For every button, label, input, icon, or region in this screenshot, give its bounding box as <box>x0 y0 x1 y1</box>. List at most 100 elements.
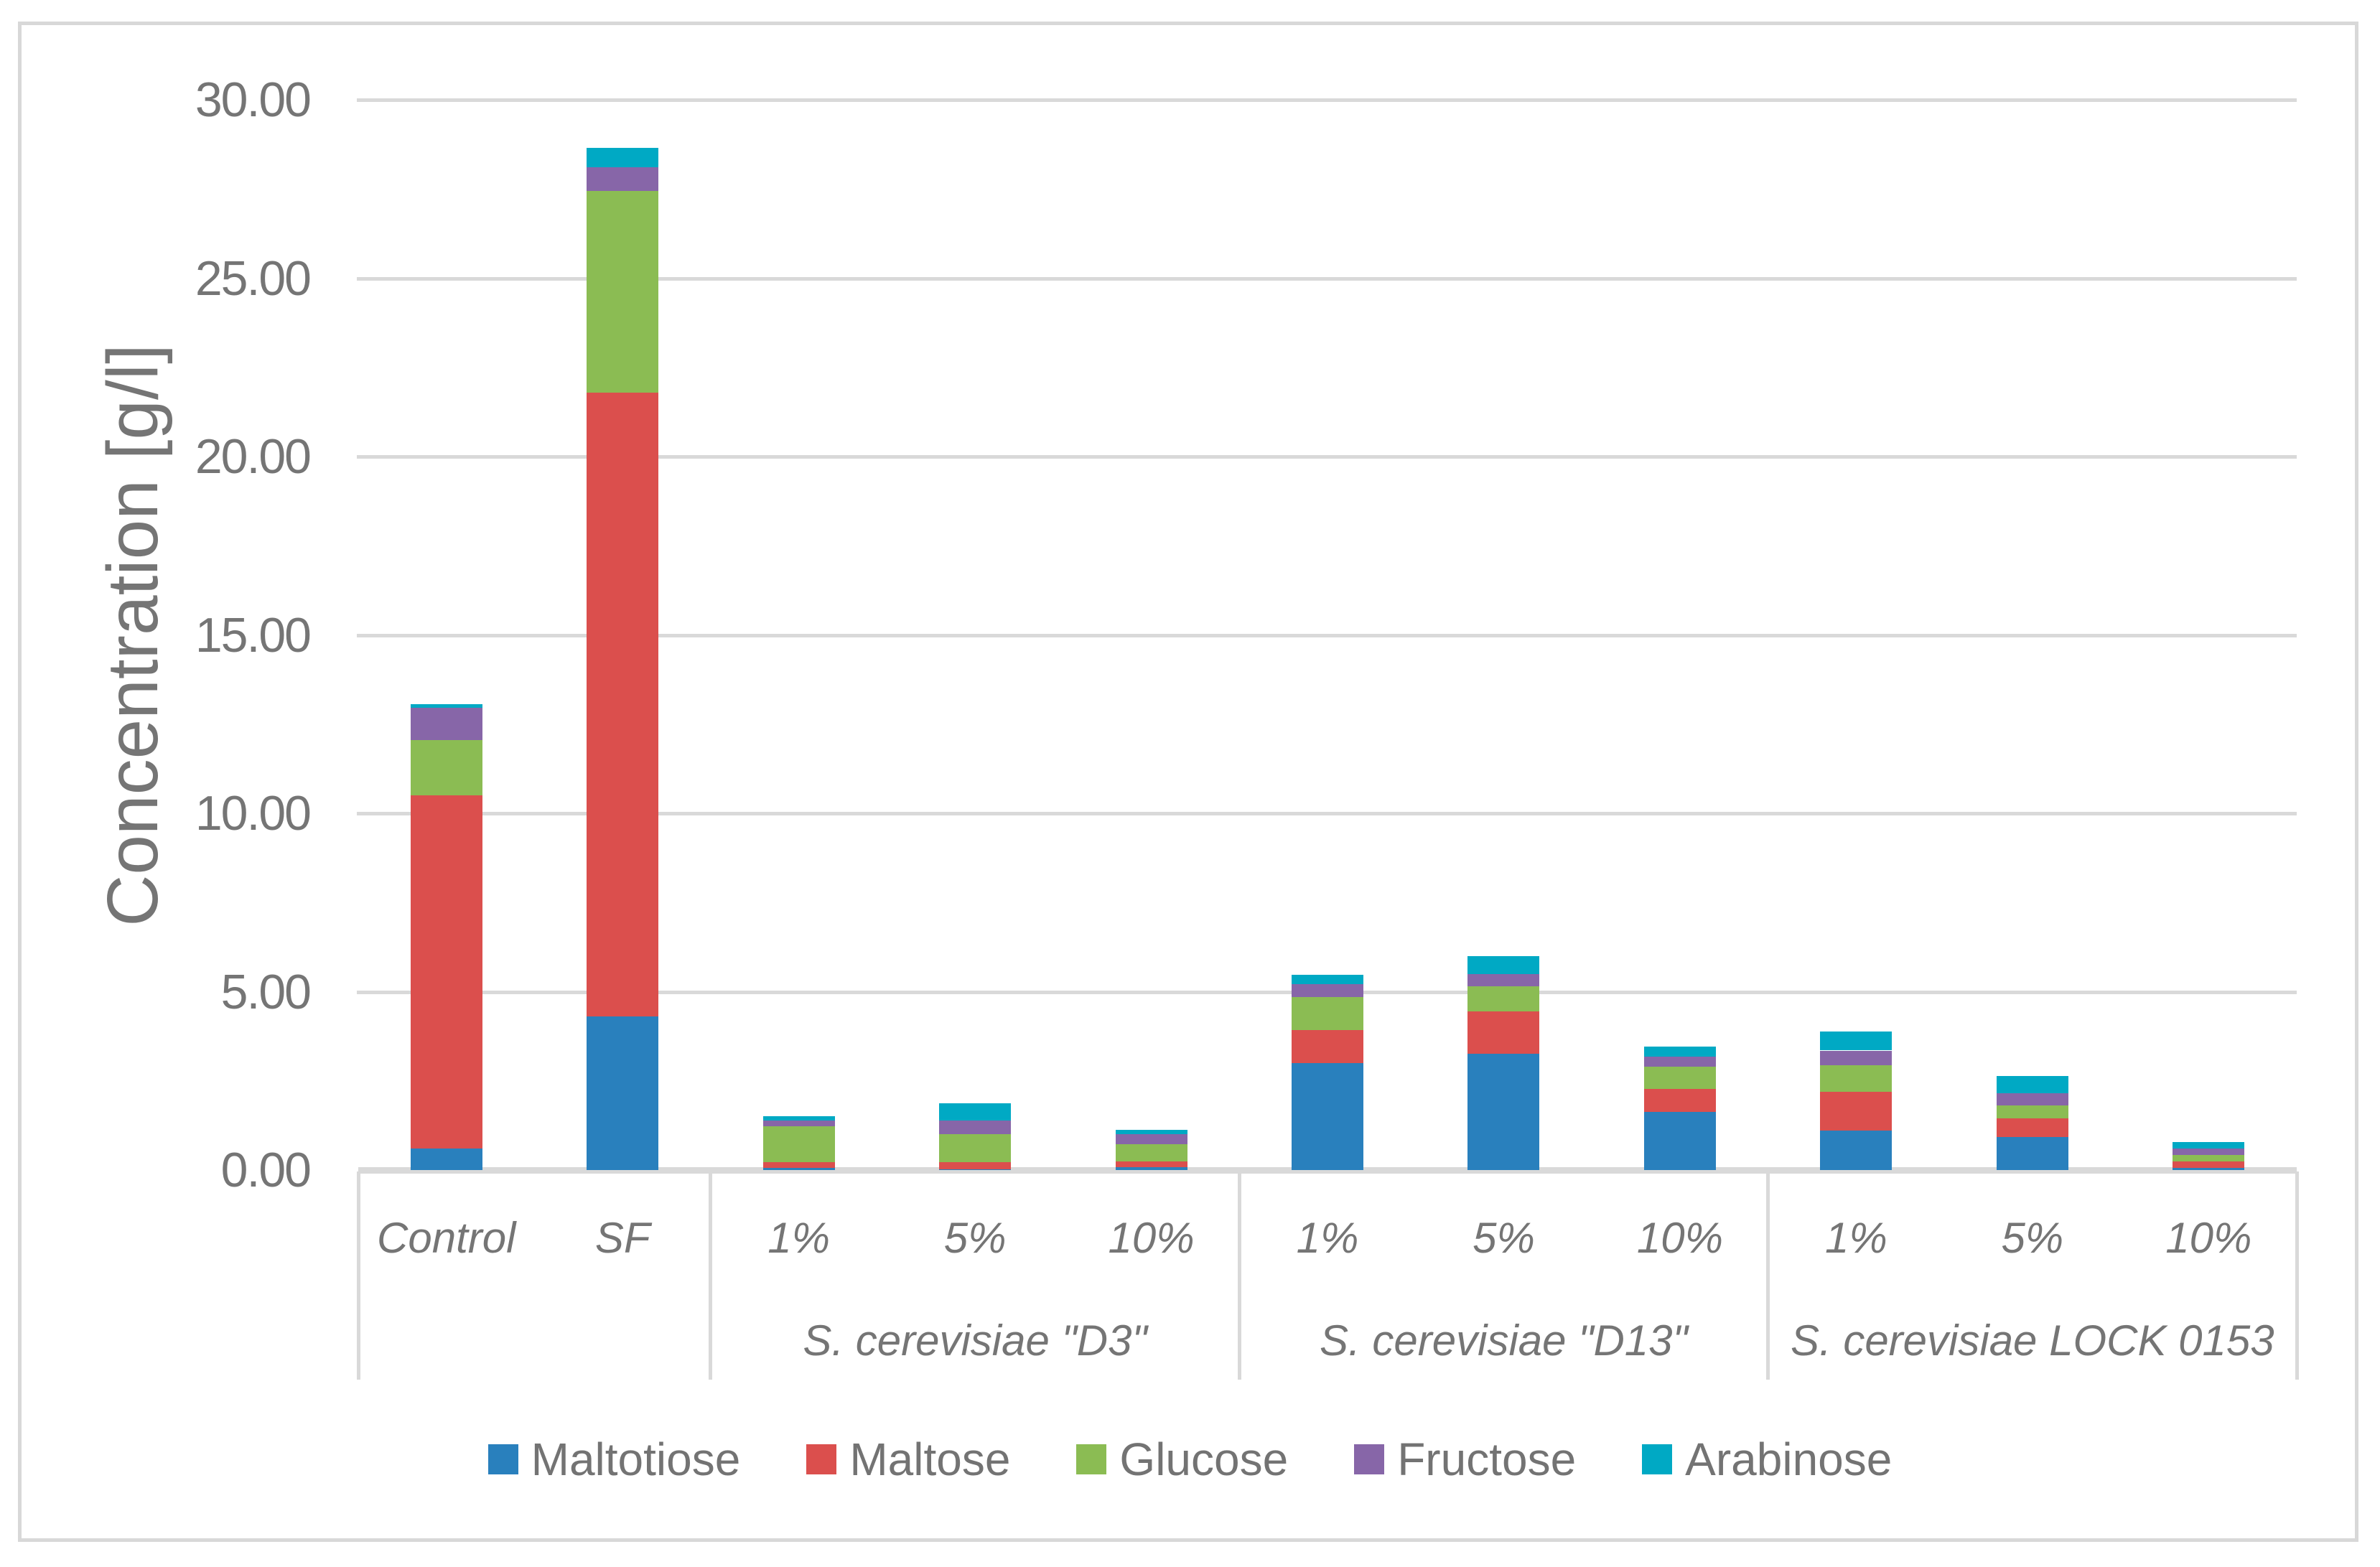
legend-item: Arabinose <box>1642 1433 1892 1486</box>
bar-segment-arabinose <box>1820 1032 1893 1051</box>
bar-segment-fructose <box>762 1120 835 1127</box>
bar-segment-arabinose <box>1996 1075 2068 1094</box>
bar-segment-glucose <box>1292 996 1363 1031</box>
category-label: SF <box>594 1214 650 1262</box>
category-label: 5% <box>943 1214 1007 1262</box>
bar-segment-glucose <box>587 190 659 393</box>
figure-border <box>18 22 2358 1542</box>
gridline <box>357 812 2297 815</box>
bar-segment-maltose <box>1996 1118 2068 1138</box>
bar-segment-fructose <box>587 167 659 191</box>
group-label: S. cerevisiae "D13" <box>1320 1316 1688 1365</box>
category-divider <box>1237 1171 1241 1380</box>
bar-segment-glucose <box>1996 1105 2068 1119</box>
x-axis-line <box>358 1167 2297 1174</box>
category-divider <box>356 1171 360 1380</box>
category-label: 5% <box>1473 1214 1535 1262</box>
group-label: S. cerevisiae LOCK 0153 <box>1790 1316 2274 1365</box>
bar-segment-fructose <box>1467 973 1540 987</box>
category-label: 10% <box>1108 1214 1195 1262</box>
bar-segment-arabinose <box>1467 955 1540 974</box>
y-tick-label: 5.00 <box>220 964 312 1019</box>
legend-label: Maltose <box>849 1433 1011 1485</box>
bar-segment-maltose <box>2173 1161 2245 1168</box>
gridline <box>357 455 2297 459</box>
y-tick-label: 25.00 <box>195 251 312 306</box>
bar-segment-fructose <box>410 708 482 741</box>
legend: Maltotiose Maltose Glucose Fructose Arabinos… <box>0 1433 2380 1486</box>
bar-segment-maltotiose <box>1292 1062 1363 1170</box>
bar-segment-maltose <box>762 1162 835 1168</box>
legend-item: Glucose <box>1076 1433 1288 1486</box>
bar-segment-maltose <box>1820 1091 1893 1131</box>
category-divider <box>1766 1171 1770 1380</box>
bar-segment-fructose <box>1820 1050 1893 1065</box>
category-label: 1% <box>1824 1214 1887 1262</box>
bar-segment-arabinose <box>1643 1047 1716 1057</box>
bar-segment-maltose <box>1467 1011 1540 1054</box>
gridline <box>357 276 2297 281</box>
bar-segment-fructose <box>1643 1056 1716 1067</box>
legend-swatch-icon <box>1354 1444 1385 1474</box>
y-tick-label: 10.00 <box>195 786 312 841</box>
bar-segment-glucose <box>1643 1066 1716 1089</box>
bar-segment-maltotiose <box>2173 1168 2245 1170</box>
bar-segment-maltotiose <box>1115 1167 1187 1170</box>
bar-segment-glucose <box>410 740 482 796</box>
bar-segment-maltotiose <box>587 1016 659 1170</box>
gridline <box>357 633 2297 637</box>
category-divider <box>2295 1171 2299 1380</box>
legend-swatch-icon <box>487 1444 518 1474</box>
bar-segment-maltose <box>1292 1030 1363 1063</box>
bar-segment-maltotiose <box>1996 1137 2068 1170</box>
bar-segment-maltotiose <box>1820 1131 1893 1170</box>
bar-segment-arabinose <box>1292 974 1363 984</box>
legend-label: Glucose <box>1119 1433 1289 1485</box>
y-tick-label: 15.00 <box>195 607 312 663</box>
legend-label: Arabinose <box>1685 1433 1893 1485</box>
bar-segment-glucose <box>2173 1154 2245 1162</box>
bar-segment-arabinose <box>587 148 659 168</box>
bar-segment-maltose <box>1115 1161 1187 1167</box>
legend-item: Maltose <box>806 1433 1010 1486</box>
category-label: 10% <box>2165 1214 2252 1262</box>
bar-segment-maltotiose <box>1643 1111 1716 1170</box>
bar-segment-arabinose <box>410 704 482 708</box>
legend-item: Fructose <box>1354 1433 1576 1486</box>
legend-label: Maltotiose <box>531 1433 741 1485</box>
legend-label: Fructose <box>1397 1433 1577 1485</box>
bar-segment-arabinose <box>1115 1130 1187 1134</box>
bar-segment-glucose <box>1820 1065 1893 1092</box>
bar-segment-glucose <box>939 1133 1012 1162</box>
bar-segment-maltotiose <box>410 1149 482 1170</box>
bar-segment-maltose <box>939 1161 1012 1169</box>
bar-segment-fructose <box>939 1120 1012 1134</box>
category-label: 5% <box>2001 1214 2064 1262</box>
legend-swatch-icon <box>1076 1444 1107 1474</box>
bar-segment-arabinose <box>762 1115 835 1121</box>
bar-segment-maltose <box>410 795 482 1149</box>
legend-item: Maltotiose <box>487 1433 741 1486</box>
category-label: Control <box>377 1214 516 1262</box>
bar-segment-glucose <box>1115 1143 1187 1161</box>
category-label: 1% <box>1296 1214 1359 1262</box>
gridline <box>357 98 2297 102</box>
bar-segment-maltotiose <box>939 1169 1012 1170</box>
bar-segment-glucose <box>762 1126 835 1163</box>
bar-segment-maltose <box>587 392 659 1017</box>
category-label: 1% <box>767 1214 830 1262</box>
y-tick-label: 0.00 <box>220 1143 312 1197</box>
category-label: 10% <box>1636 1214 1723 1262</box>
bar-segment-fructose <box>1292 983 1363 997</box>
bar-segment-arabinose <box>2173 1142 2245 1149</box>
bar-segment-fructose <box>2173 1148 2245 1155</box>
bar-segment-fructose <box>1996 1093 2068 1106</box>
bar-segment-arabinose <box>939 1103 1012 1121</box>
bar-segment-fructose <box>1115 1133 1187 1144</box>
y-tick-label: 20.00 <box>195 429 312 484</box>
bar-segment-maltose <box>1643 1088 1716 1112</box>
bar-segment-glucose <box>1467 986 1540 1011</box>
y-tick-label: 30.00 <box>195 72 312 127</box>
category-divider <box>709 1171 713 1380</box>
